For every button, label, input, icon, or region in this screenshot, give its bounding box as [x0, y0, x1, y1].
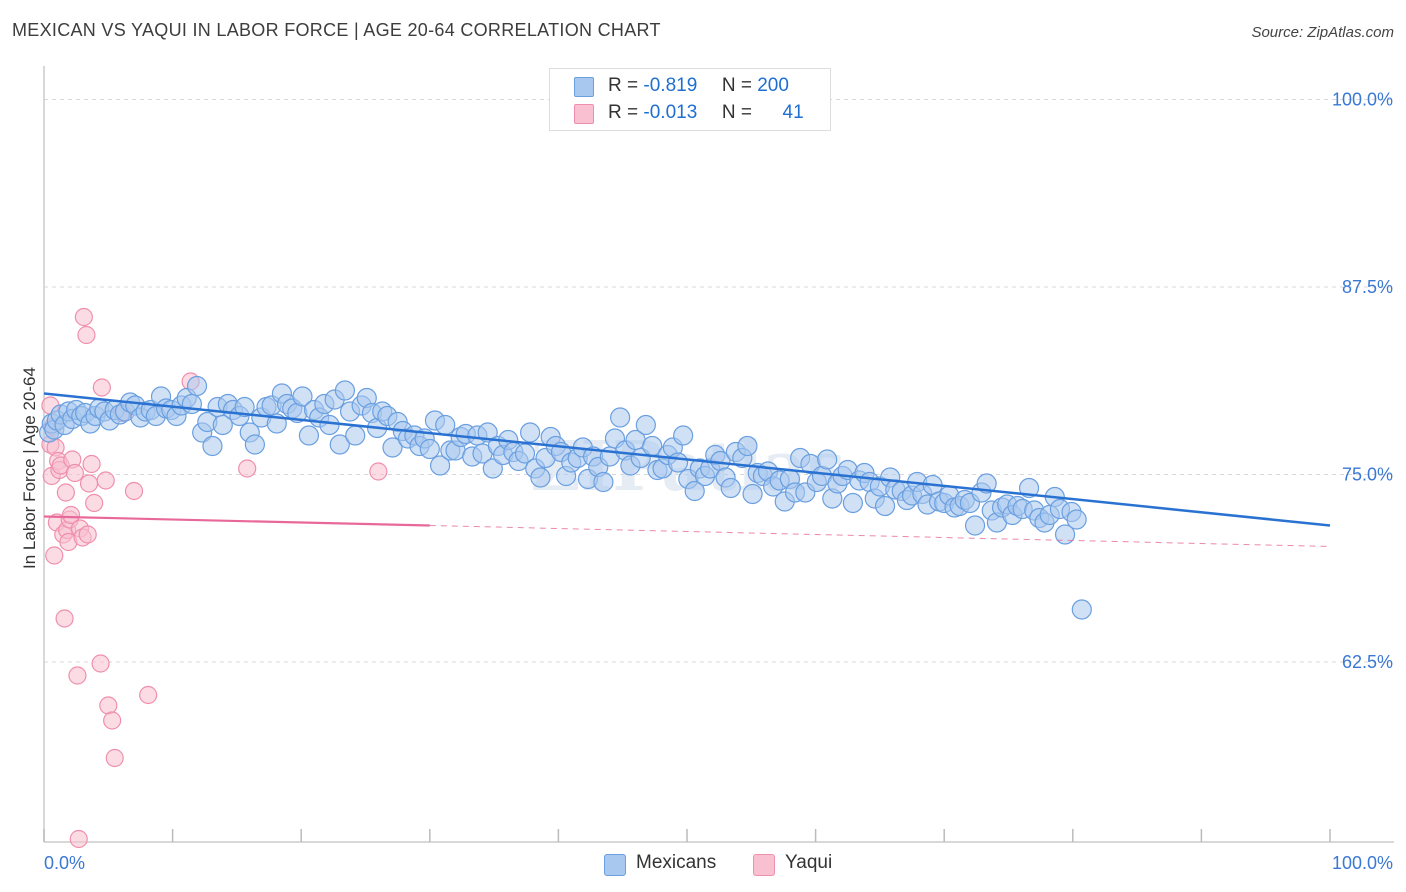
mexicans-point	[334, 380, 356, 401]
legend-n-value: 41	[782, 102, 804, 123]
yaqui-point	[238, 459, 257, 478]
mexicans-swatch	[604, 854, 626, 876]
yaqui-point	[65, 463, 84, 483]
mexicans-point	[742, 483, 763, 505]
mexicans-point	[520, 422, 541, 443]
legend-label-yaqui: Yaqui	[785, 852, 833, 873]
mexicans-point	[329, 434, 350, 455]
yaqui-point	[99, 696, 118, 715]
mexicans-point	[720, 477, 741, 499]
mexicans-point	[667, 452, 689, 473]
mexicans-point	[319, 414, 340, 436]
yaqui-point	[77, 325, 96, 345]
mexicans-point	[202, 435, 223, 457]
yaqui-point	[79, 474, 99, 493]
mexicans-point	[593, 471, 614, 493]
mexicans-point	[477, 422, 498, 443]
mexicans-trendline	[43, 392, 1331, 527]
yaqui-trendline-extension	[429, 525, 1331, 547]
mexicans-point	[817, 449, 838, 470]
mexicans-point	[610, 407, 631, 428]
series-mexicans	[39, 375, 1092, 620]
mexicans-point	[435, 414, 456, 436]
mexicans-point	[345, 425, 366, 446]
mexicans-point	[874, 495, 896, 517]
yaqui-point	[78, 525, 97, 544]
legend-r-label: R =	[608, 102, 639, 123]
mexicans-point	[1054, 524, 1076, 545]
y-tick-label: 100.0%	[1332, 90, 1393, 110]
mexicans-point	[964, 515, 986, 536]
y-axis-label: In Labor Force | Age 20-64	[20, 367, 39, 569]
mexicans-point	[737, 435, 758, 457]
axes	[43, 66, 1394, 843]
legend-r-label: R =	[608, 75, 639, 96]
mexicans-point	[234, 396, 255, 418]
legend-n-label: N =	[721, 75, 752, 96]
mexicans-point	[684, 480, 705, 502]
yaqui-point	[139, 685, 158, 705]
mexicans-point	[419, 438, 440, 460]
yaqui-point	[92, 378, 111, 397]
yaqui-trendline	[43, 515, 430, 527]
legend-r-value: -0.819	[643, 75, 698, 96]
legend-n-label: N =	[721, 102, 752, 123]
mexicans-point	[842, 492, 863, 514]
mexicans-point	[429, 455, 451, 476]
mexicans-point	[1066, 509, 1087, 530]
legend-n-value: 200	[757, 75, 789, 96]
mexicans-point	[244, 434, 266, 455]
yaqui-point	[55, 609, 74, 628]
tick-labels: 62.5% 75.0% 87.5% 100.0% 0.0% 100.0%	[44, 90, 1393, 874]
mexicans-point	[181, 393, 202, 415]
mexicans-point	[186, 375, 208, 397]
mexicans-point	[530, 467, 551, 488]
yaqui-point	[74, 307, 93, 327]
legend-r-value: -0.013	[643, 102, 698, 123]
yaqui-point	[85, 493, 104, 513]
mexicans-swatch	[574, 77, 594, 97]
yaqui-point	[96, 471, 115, 490]
yaqui-point	[124, 481, 144, 501]
y-tick-label: 87.5%	[1342, 277, 1393, 297]
mexicans-point	[1071, 599, 1092, 620]
yaqui-point	[91, 654, 110, 673]
mexicans-point	[292, 386, 313, 407]
legend-box: R = -0.819 N = 200 R = -0.013 N = 41	[549, 68, 831, 131]
yaqui-point	[61, 505, 81, 525]
trendlines	[43, 392, 1331, 547]
legend-label-mexicans: Mexicans	[636, 852, 717, 873]
yaqui-point	[82, 454, 101, 474]
yaqui-swatch	[574, 104, 594, 124]
yaqui-point	[105, 748, 124, 768]
yaqui-swatch	[753, 854, 775, 876]
mexicans-point	[482, 458, 503, 479]
gridlines	[44, 99, 1394, 663]
mexicans-point	[382, 437, 403, 458]
yaqui-point	[56, 483, 75, 502]
y-tick-label: 75.0%	[1342, 465, 1393, 485]
mexicans-point	[673, 425, 694, 446]
yaqui-point	[45, 546, 64, 565]
source-label: Source: ZipAtlas.com	[1251, 24, 1394, 41]
yaqui-point	[69, 829, 88, 849]
yaqui-point	[103, 711, 122, 730]
yaqui-point	[369, 462, 388, 481]
mexicans-point	[1018, 477, 1040, 499]
mexicans-point	[976, 473, 997, 494]
chart-title: MEXICAN VS YAQUI IN LABOR FORCE | AGE 20…	[12, 20, 661, 40]
mexicans-point	[212, 414, 233, 436]
y-tick-label: 62.5%	[1342, 652, 1393, 672]
x-tick-label: 0.0%	[44, 853, 85, 873]
mexicans-point	[635, 414, 656, 436]
yaqui-point	[68, 666, 87, 685]
mexicans-point	[298, 425, 320, 446]
x-tick-label: 100.0%	[1332, 853, 1393, 873]
